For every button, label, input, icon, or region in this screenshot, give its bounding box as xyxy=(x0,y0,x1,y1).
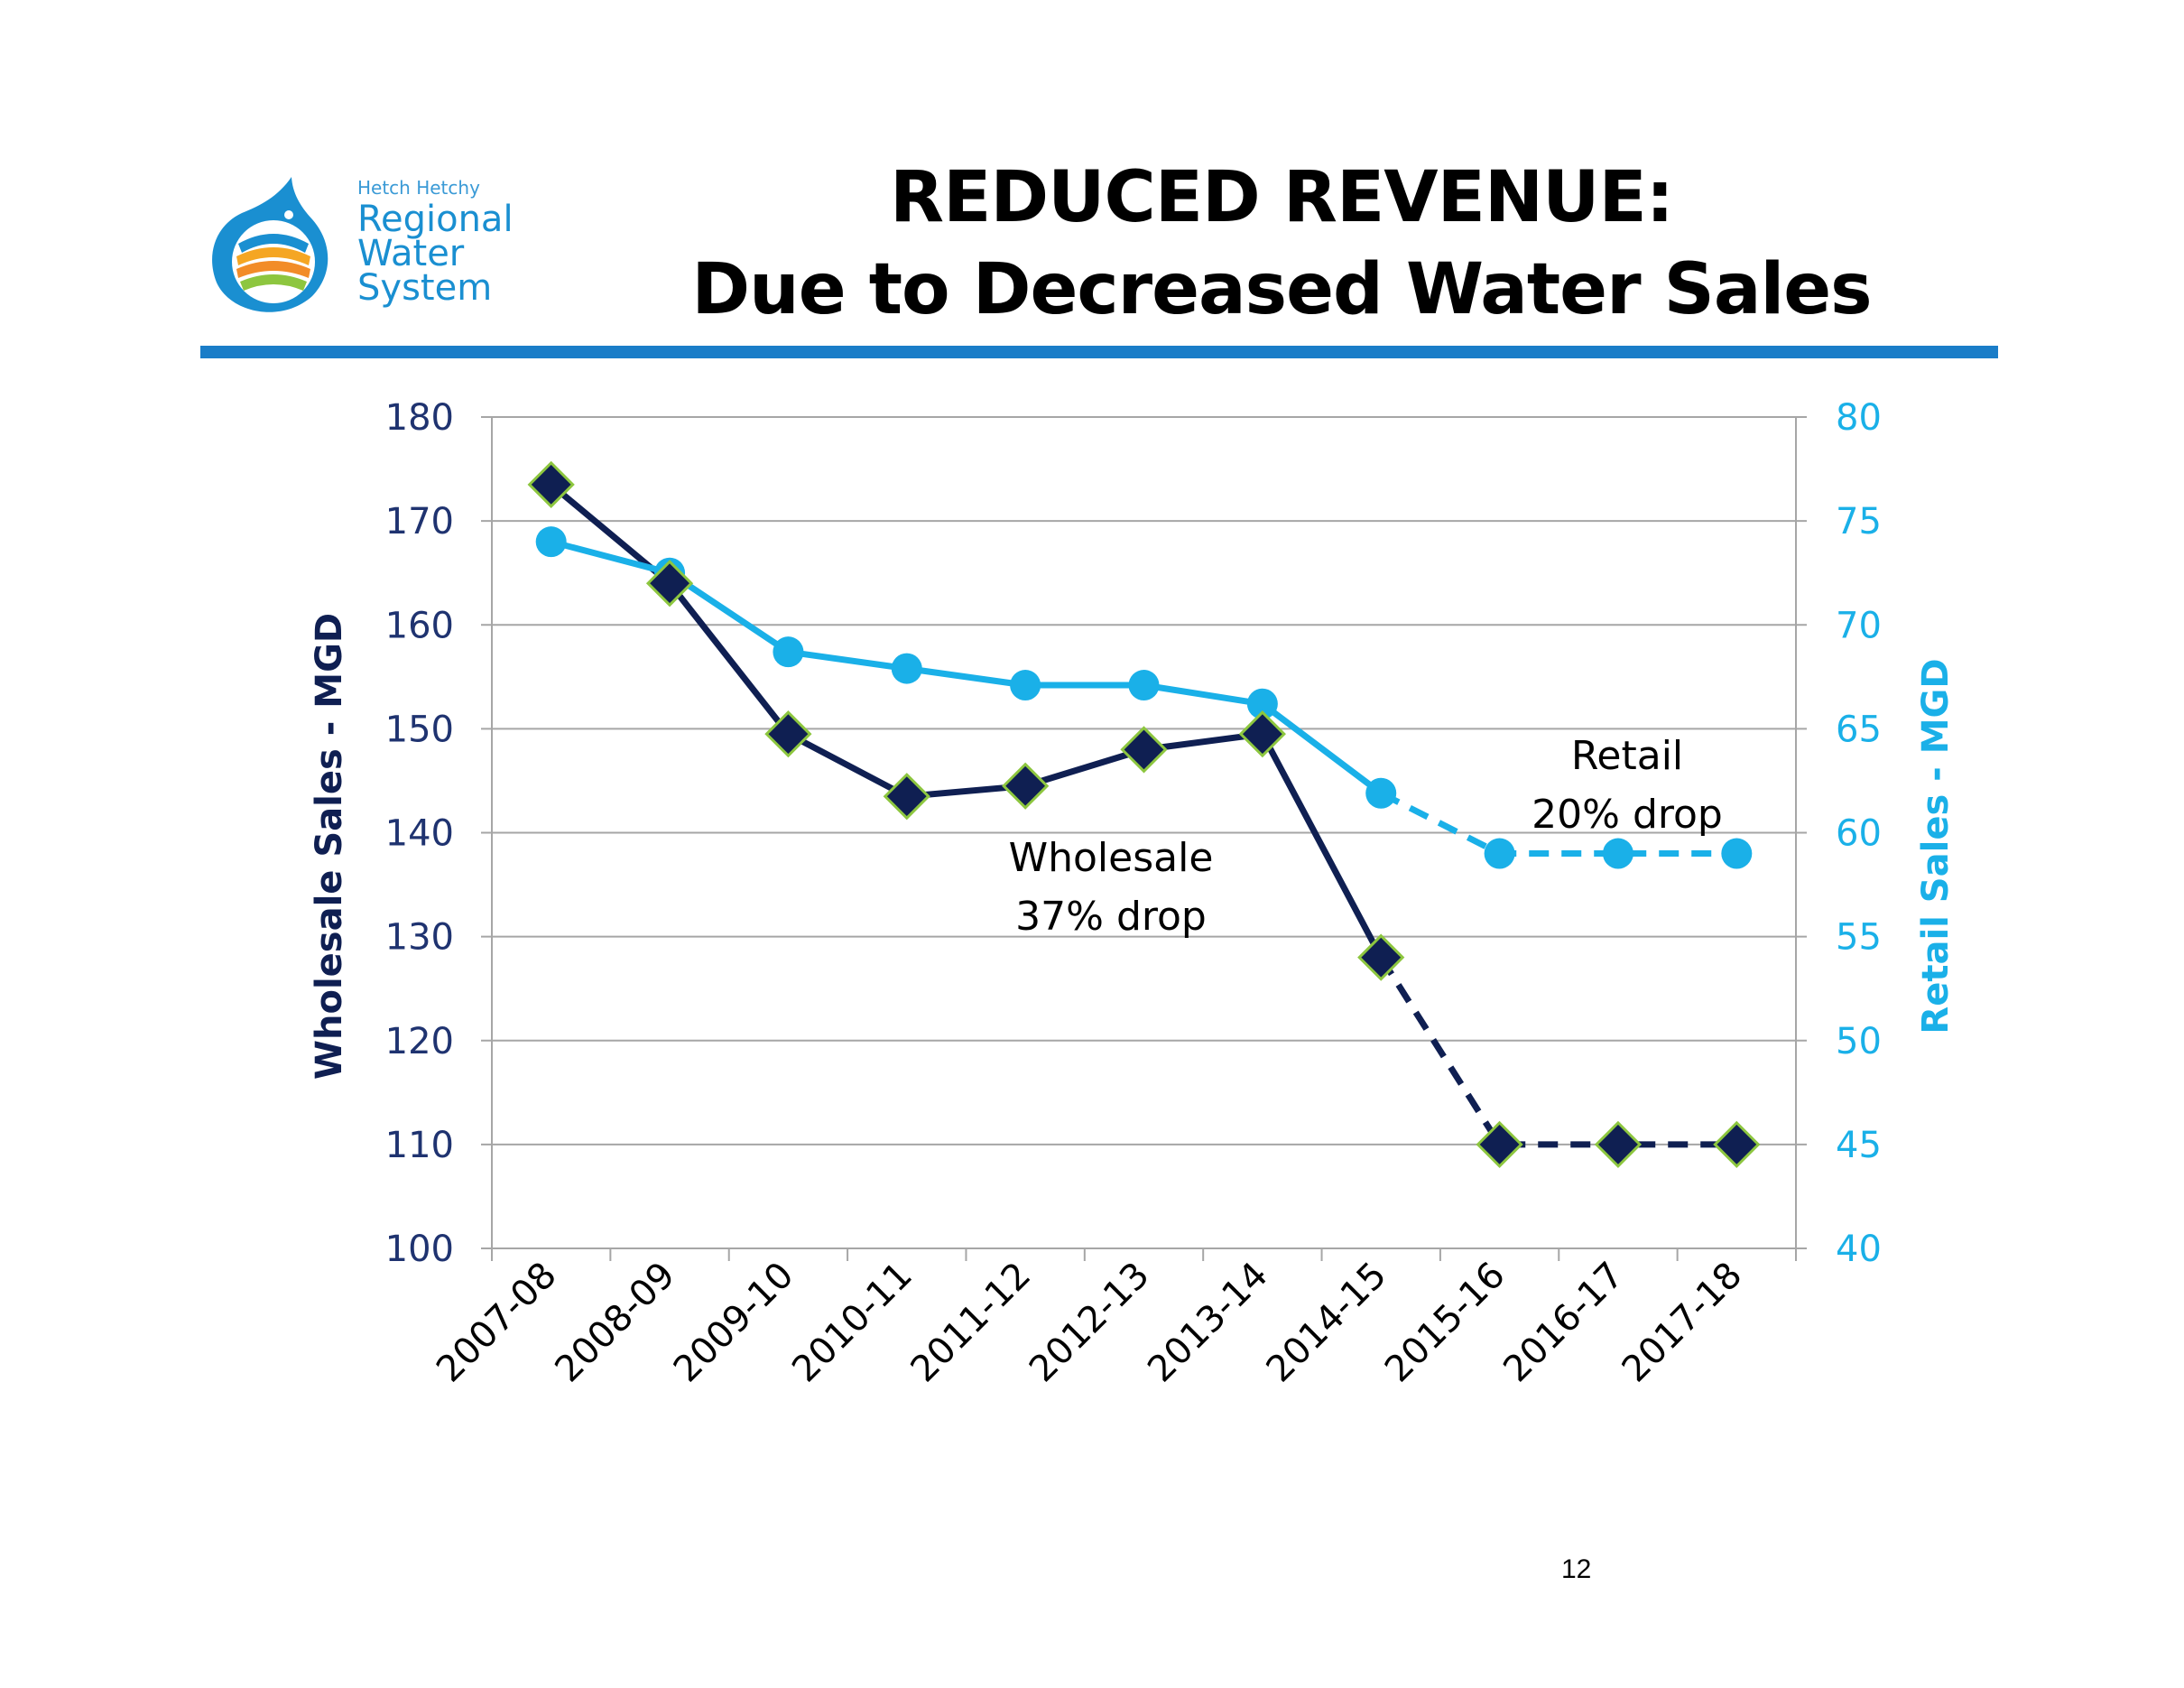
y-tick-label-right: 70 xyxy=(1836,605,1882,646)
y-tick-label-left: 100 xyxy=(385,1229,454,1270)
retail-point xyxy=(1484,838,1515,869)
logo-line-3: Water xyxy=(357,233,465,274)
x-tick-label: 2007-08 xyxy=(429,1255,565,1391)
wholesale-line-dashed xyxy=(1378,955,1737,1148)
wholesale-point xyxy=(883,773,930,821)
x-tick-label: 2014-15 xyxy=(1259,1255,1395,1391)
wholesale-point xyxy=(645,560,694,607)
x-tick-label: 2017-18 xyxy=(1615,1255,1751,1391)
wholesale-point xyxy=(527,460,575,508)
retail-point xyxy=(1246,688,1278,719)
y-tick-label-right: 60 xyxy=(1836,813,1882,855)
retail-point xyxy=(891,653,922,684)
x-tick-label: 2008-09 xyxy=(547,1255,683,1391)
y-tick-label-right: 45 xyxy=(1836,1125,1882,1166)
y-axis-title-left: Wholesale Sales - MGD xyxy=(309,613,350,1080)
title-line-1: REDUCED REVENUE: xyxy=(890,157,1674,238)
retail-point xyxy=(1721,838,1753,869)
y-tick-label-left: 170 xyxy=(385,501,454,543)
y-tick-label-left: 150 xyxy=(385,709,454,750)
annotation-retail-line2: 20% drop xyxy=(1532,792,1723,838)
y-tick-label-right: 80 xyxy=(1836,397,1882,439)
retail-point xyxy=(535,526,567,558)
y-tick-label-right: 75 xyxy=(1836,501,1882,543)
y-tick-label-right: 55 xyxy=(1836,917,1882,959)
x-tick-label: 2016-17 xyxy=(1495,1255,1632,1391)
retail-point xyxy=(1010,670,1041,701)
logo: Hetch Hetchy Regional Water System xyxy=(206,170,549,332)
title-line-2: Due to Decreased Water Sales xyxy=(691,249,1872,330)
x-tick-label: 2015-16 xyxy=(1377,1255,1513,1391)
y-tick-label-left: 110 xyxy=(385,1125,454,1166)
x-tick-label: 2012-13 xyxy=(1022,1255,1158,1391)
wholesale-point xyxy=(1120,726,1168,774)
y-tick-label-right: 40 xyxy=(1836,1229,1882,1270)
logo-line-2: Regional xyxy=(357,199,514,240)
wholesale-point xyxy=(1238,710,1286,758)
retail-point xyxy=(1128,670,1160,701)
annotation-wholesale-line2: 37% drop xyxy=(1015,894,1207,940)
retail-point xyxy=(1602,838,1633,869)
annotation-wholesale-line1: Wholesale xyxy=(1009,835,1214,881)
x-tick-label: 2010-11 xyxy=(784,1255,921,1391)
x-tick-label: 2009-10 xyxy=(666,1255,802,1391)
x-tick-label: 2013-14 xyxy=(1140,1255,1276,1391)
logo-line-4: System xyxy=(357,267,493,309)
wholesale-point xyxy=(1713,1120,1761,1168)
slide-title: REDUCED REVENUE: Due to Decreased Water … xyxy=(632,152,1931,336)
logo-line-1: Hetch Hetchy xyxy=(357,177,480,199)
y-tick-label-left: 140 xyxy=(385,813,454,855)
y-tick-label-right: 65 xyxy=(1836,709,1882,750)
wholesale-point xyxy=(1002,762,1050,810)
y-tick-label-left: 180 xyxy=(385,397,454,439)
logo-text: Hetch Hetchy Regional Water System xyxy=(357,177,514,309)
retail-line-dashed xyxy=(1379,790,1737,858)
wholesale-point xyxy=(1476,1120,1523,1168)
y-axis-title-right: Retail Sales - MGD xyxy=(1915,658,1957,1034)
y-tick-label-left: 160 xyxy=(385,605,454,646)
page-number: 12 xyxy=(1561,1554,1592,1584)
wholesale-point xyxy=(764,710,812,758)
wholesale-point xyxy=(1594,1120,1643,1168)
water-drop-logo-icon xyxy=(212,177,329,312)
y-tick-label-left: 120 xyxy=(385,1021,454,1062)
x-tick-label: 2011-12 xyxy=(902,1255,1039,1391)
wholesale-point xyxy=(1357,933,1405,981)
title-divider xyxy=(200,346,1998,358)
annotation-retail-line1: Retail xyxy=(1571,733,1683,779)
y-tick-label-right: 50 xyxy=(1836,1021,1882,1062)
retail-point xyxy=(1365,777,1397,809)
retail-point xyxy=(773,636,804,668)
y-tick-label-left: 130 xyxy=(385,917,454,959)
